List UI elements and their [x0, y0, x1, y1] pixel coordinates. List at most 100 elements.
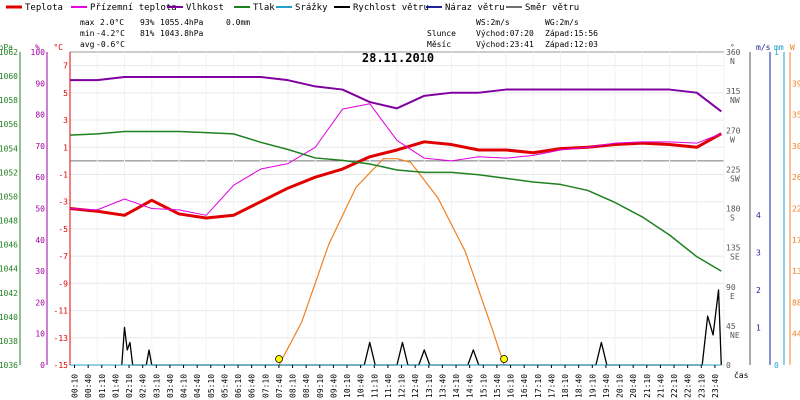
wind-tick-label: 3 [756, 248, 761, 257]
stats-min-label: min [80, 29, 95, 38]
pressure-tick-label: 1036 [0, 361, 18, 370]
pressure-tick-label: 1050 [0, 192, 18, 201]
pressure-tick-label: 1056 [0, 120, 18, 129]
temperature-tick-label: -15 [54, 361, 69, 370]
temperature-tick-label: -1 [58, 170, 68, 179]
x-tick-label: 02:40 [139, 374, 148, 398]
x-tick-label: 11:10 [370, 374, 379, 398]
x-tick-label: 00:10 [71, 374, 80, 398]
humidity-tick-label: 10 [35, 330, 45, 339]
x-tick-label: 19:10 [588, 374, 597, 398]
axes: hPa1062106010581056105410521050104810461… [0, 43, 800, 370]
temperature-tick-label: -5 [58, 225, 68, 234]
x-tick-label: 17:40 [547, 374, 556, 398]
rain-axis-label: mm [774, 43, 784, 52]
x-tick-label: 22:40 [684, 374, 693, 398]
stats-max-label: max [80, 18, 95, 27]
stats-min-temp: -4.2°C [96, 29, 125, 38]
stats-avg-label: avg [80, 40, 95, 49]
pressure-tick-label: 1046 [0, 241, 18, 250]
x-tick-label: 18:10 [561, 374, 570, 398]
temperature-tick-label: -11 [54, 307, 69, 316]
humidity-tick-label: 20 [35, 298, 45, 307]
moon-label: Měsíc [427, 40, 451, 49]
x-tick-label: 05:40 [220, 374, 229, 398]
sun-tick-label: 132 [792, 267, 800, 276]
sunrise-marker [275, 355, 283, 363]
x-tick-label: 13:10 [425, 374, 434, 398]
x-tick-label: 15:40 [493, 374, 502, 398]
rain-tick-label: 1 [774, 48, 779, 57]
sunset-marker [500, 355, 508, 363]
x-tick-label: 06:10 [234, 374, 243, 398]
wind-tick-label: 1 [756, 323, 761, 332]
x-tick-label: 01:40 [111, 374, 120, 398]
humidity-tick-label: 90 [35, 79, 45, 88]
sun-tick-label: 176 [792, 236, 800, 245]
x-tick-label: 13:40 [438, 374, 447, 398]
direction-tick-label: 0 [726, 361, 731, 370]
sun-tick-label: 396 [792, 79, 800, 88]
sun-rise-text: Východ:07:20 [476, 29, 534, 38]
x-tick-label: 09:10 [316, 374, 325, 398]
humidity-tick-label: 50 [35, 205, 45, 214]
x-axis-ticks: 00:10 00:40 01:10 01:40 02:10 02:40 03:10 03:40… [71, 365, 720, 398]
direction-tick-label: 270 [726, 126, 741, 135]
x-tick-label: 03:10 [152, 374, 161, 398]
x-tick-label: 23:10 [697, 374, 706, 398]
direction-axis-label: ° [730, 43, 735, 52]
pressure-tick-label: 1048 [0, 217, 18, 226]
pressure-tick-label: 1040 [0, 313, 18, 322]
x-tick-label: 19:40 [602, 374, 611, 398]
stats-max-hum: 93% [140, 18, 155, 27]
wind-tick-label: 4 [756, 211, 761, 220]
legend-label-rychlost-vetru: Rychlost větru [353, 3, 429, 13]
stats-min-hum: 81% [140, 29, 155, 38]
legend-label-smer-vetru: Směr větru [525, 3, 579, 13]
legend-label-naraz-vetru: Náraz větru [445, 3, 505, 13]
x-tick-label: 16:40 [520, 374, 529, 398]
direction-tick-label: SE [730, 253, 740, 262]
x-tick-label: 10:40 [357, 374, 366, 398]
humidity-tick-label: 60 [35, 173, 45, 182]
temperature-tick-label: -9 [58, 279, 68, 288]
x-tick-label: 23:40 [711, 374, 720, 398]
temperature-tick-label: 1 [63, 143, 68, 152]
wind-sun-info: WS:2m/s WG:2m/s Slunce Východ:07:20 Zápa… [427, 18, 598, 49]
stats-max-press: 1055.4hPa [160, 18, 204, 27]
x-tick-label: 07:10 [261, 374, 270, 398]
x-tick-label: 11:40 [384, 374, 393, 398]
pressure-tick-label: 1054 [0, 144, 18, 153]
temperature-tick-label: 3 [63, 116, 68, 125]
direction-tick-label: 135 [726, 244, 741, 253]
pressure-tick-label: 1042 [0, 289, 18, 298]
direction-tick-label: 90 [726, 283, 736, 292]
x-tick-label: 22:10 [670, 374, 679, 398]
direction-tick-label: W [730, 135, 735, 144]
direction-tick-label: SW [730, 174, 740, 183]
moon-rise-text: Východ:23:41 [476, 40, 534, 49]
legend-label-tlak: Tlak [253, 3, 275, 13]
rain-tick-label: 0 [774, 361, 779, 370]
x-tick-label: 00:40 [84, 374, 93, 398]
sun-radiation-line [278, 158, 505, 366]
x-tick-label: 08:40 [302, 374, 311, 398]
direction-tick-label: NE [730, 331, 740, 340]
chart-title: 28.11.2010 [362, 51, 434, 65]
x-tick-label: 05:10 [207, 374, 216, 398]
x-tick-label: 20:10 [616, 374, 625, 398]
x-tick-label: 15:10 [479, 374, 488, 398]
temperature-tick-label: -13 [54, 334, 69, 343]
sun-tick-label: 308 [792, 142, 800, 151]
x-tick-label: 02:10 [125, 374, 134, 398]
x-tick-label: 21:10 [643, 374, 652, 398]
chart-marks [69, 76, 723, 366]
x-tick-label: 04:10 [180, 374, 189, 398]
direction-tick-label: 360 [726, 48, 741, 57]
temperature-tick-label: 7 [63, 62, 68, 71]
series-line-tlak [69, 130, 722, 272]
pressure-axis-label: hPa [0, 43, 13, 52]
sun-axis-label: W [790, 43, 795, 52]
sun-set-text: Západ:15:56 [545, 29, 598, 38]
